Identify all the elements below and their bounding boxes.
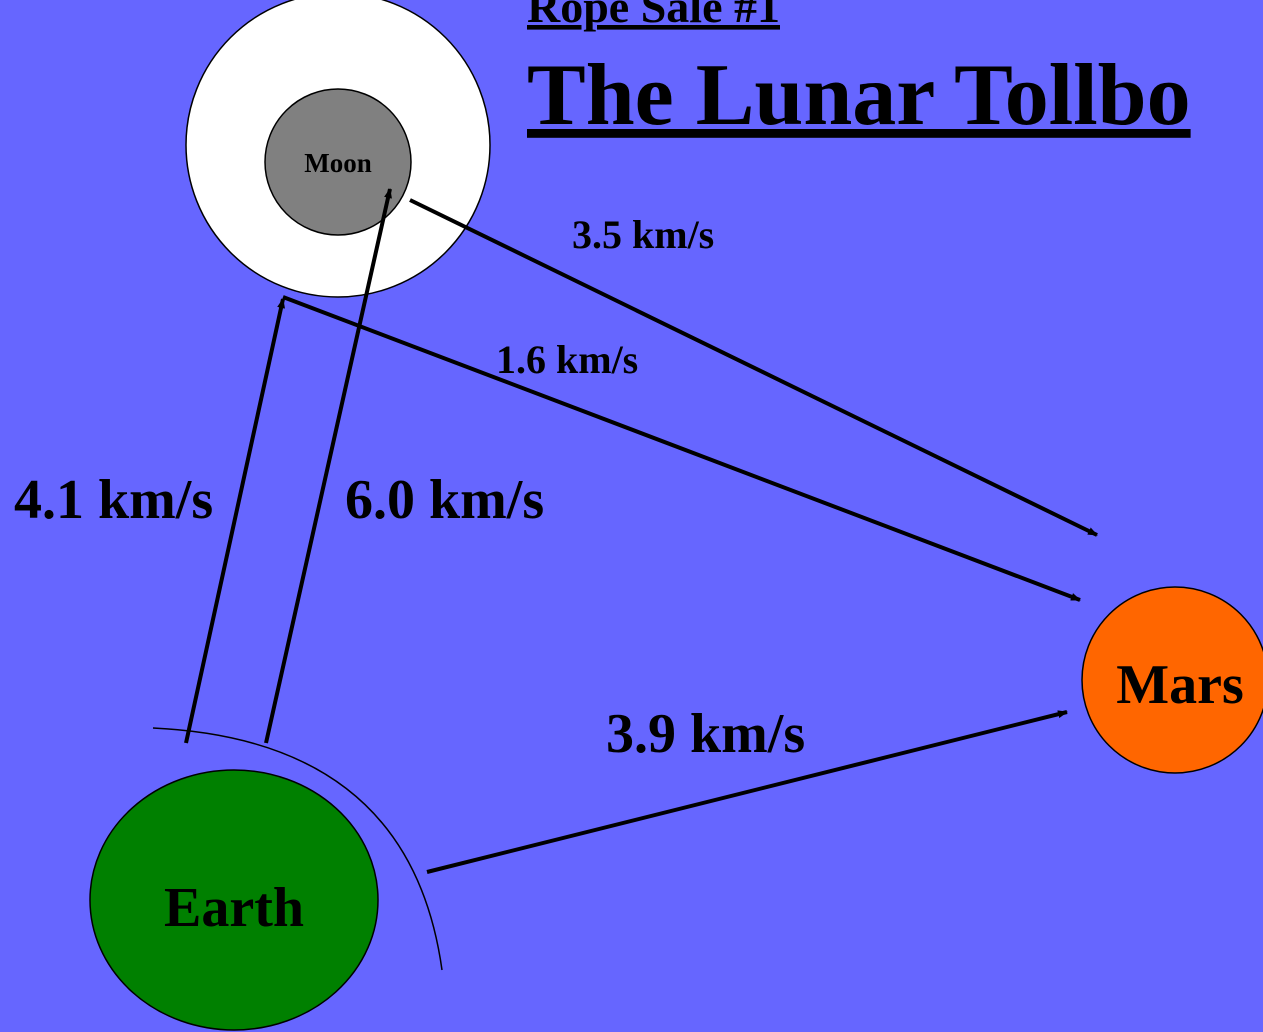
earth bbox=[89, 769, 379, 1031]
arrow bbox=[264, 188, 392, 744]
title: The Lunar Tollbo bbox=[527, 47, 1191, 144]
edge-label: 4.1 km/s bbox=[14, 469, 213, 531]
subtitle: Rope Sale #1 bbox=[527, 0, 780, 32]
arrow bbox=[184, 298, 285, 744]
node-label: Earth bbox=[164, 877, 304, 939]
edge-label: 1.6 km/s bbox=[496, 337, 638, 382]
arrow bbox=[409, 198, 1098, 537]
arrow bbox=[426, 710, 1068, 874]
arrow bbox=[282, 295, 1081, 602]
moon bbox=[264, 88, 412, 236]
earth-orbit-arc bbox=[152, 727, 443, 971]
mars bbox=[1081, 586, 1263, 774]
node-label: Mars bbox=[1116, 654, 1244, 716]
edge-label: 3.5 km/s bbox=[572, 212, 714, 257]
edge-label: 6.0 km/s bbox=[345, 469, 544, 531]
edge-label: 3.9 km/s bbox=[606, 703, 805, 765]
node-label: Moon bbox=[304, 148, 372, 178]
